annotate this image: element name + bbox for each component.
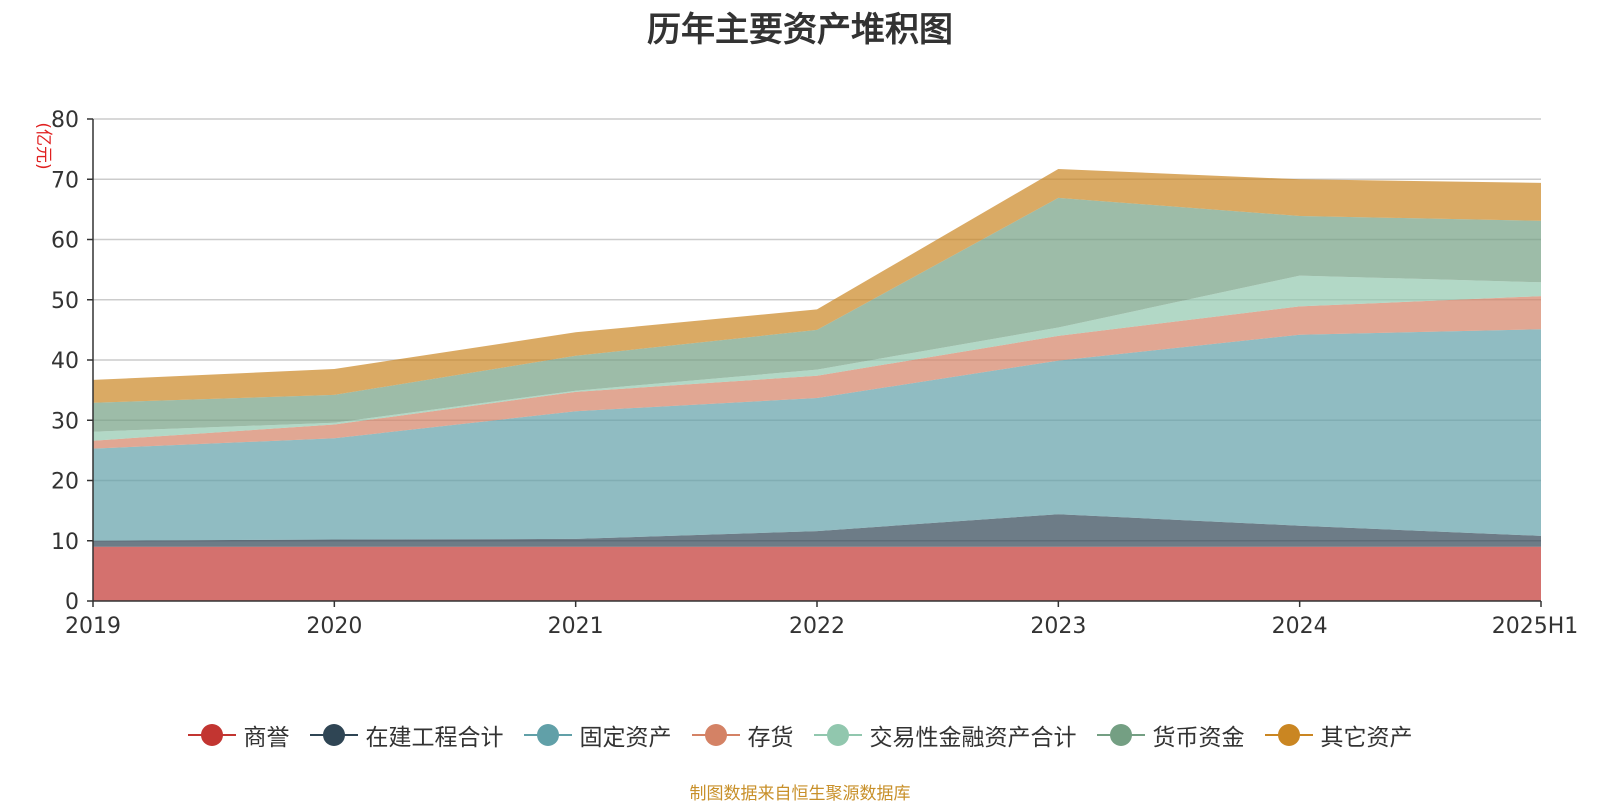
chart-legend: 商誉 在建工程合计 固定资产 存货 交易性金融资产合计 货币资金 其它资产 bbox=[0, 718, 1600, 752]
legend-marker-icon bbox=[187, 723, 236, 747]
legend-item[interactable]: 固定资产 bbox=[523, 718, 672, 752]
x-tick-label: 2025H1 bbox=[1492, 614, 1579, 639]
area-series-3 bbox=[93, 329, 1541, 541]
chart-title: 历年主要资产堆积图 bbox=[647, 10, 953, 50]
x-tick-label: 2022 bbox=[789, 614, 845, 639]
legend-label: 在建工程合计 bbox=[365, 725, 504, 751]
y-tick-label: 10 bbox=[51, 530, 79, 555]
area-series-1 bbox=[93, 546, 1541, 601]
legend-item[interactable]: 存货 bbox=[691, 718, 794, 752]
x-tick-label: 2023 bbox=[1030, 614, 1086, 639]
legend-marker-icon bbox=[1096, 723, 1145, 747]
legend-item[interactable]: 其它资产 bbox=[1264, 718, 1413, 752]
y-tick-label: 50 bbox=[51, 289, 79, 314]
y-tick-label: 40 bbox=[51, 349, 79, 374]
y-tick-label: 30 bbox=[51, 409, 79, 434]
legend-label: 货币资金 bbox=[1152, 725, 1245, 751]
y-tick-label: 80 bbox=[51, 108, 79, 133]
x-tick-label: 2021 bbox=[548, 614, 604, 639]
area-series-2 bbox=[93, 514, 1541, 547]
legend-marker-icon bbox=[309, 723, 358, 747]
area-series-7 bbox=[93, 169, 1541, 403]
legend-label: 存货 bbox=[747, 725, 794, 751]
legend-label: 商誉 bbox=[243, 725, 290, 751]
legend-marker-icon bbox=[813, 723, 862, 747]
legend-label: 交易性金融资产合计 bbox=[869, 725, 1077, 751]
legend-label: 固定资产 bbox=[579, 725, 672, 751]
legend-item[interactable]: 在建工程合计 bbox=[309, 718, 504, 752]
legend-label: 其它资产 bbox=[1320, 725, 1413, 751]
legend-item[interactable]: 货币资金 bbox=[1096, 718, 1245, 752]
legend-item[interactable]: 商誉 bbox=[187, 718, 290, 752]
y-tick-label: 0 bbox=[65, 590, 79, 615]
x-tick-label: 2019 bbox=[65, 614, 121, 639]
legend-item[interactable]: 交易性金融资产合计 bbox=[813, 718, 1077, 752]
y-axis-unit-label: (亿元) bbox=[33, 122, 53, 169]
y-tick-label: 60 bbox=[51, 229, 79, 254]
area-series-5 bbox=[93, 275, 1541, 441]
data-source-note: 制图数据来自恒生聚源数据库 bbox=[689, 784, 911, 804]
area-series-4 bbox=[93, 296, 1541, 449]
y-tick-label: 70 bbox=[51, 168, 79, 193]
x-tick-label: 2020 bbox=[306, 614, 362, 639]
legend-marker-icon bbox=[691, 723, 740, 747]
legend-marker-icon bbox=[1264, 723, 1313, 747]
y-tick-label: 20 bbox=[51, 470, 79, 495]
area-series-6 bbox=[93, 197, 1541, 432]
legend-marker-icon bbox=[523, 723, 572, 747]
x-tick-label: 2024 bbox=[1272, 614, 1328, 639]
